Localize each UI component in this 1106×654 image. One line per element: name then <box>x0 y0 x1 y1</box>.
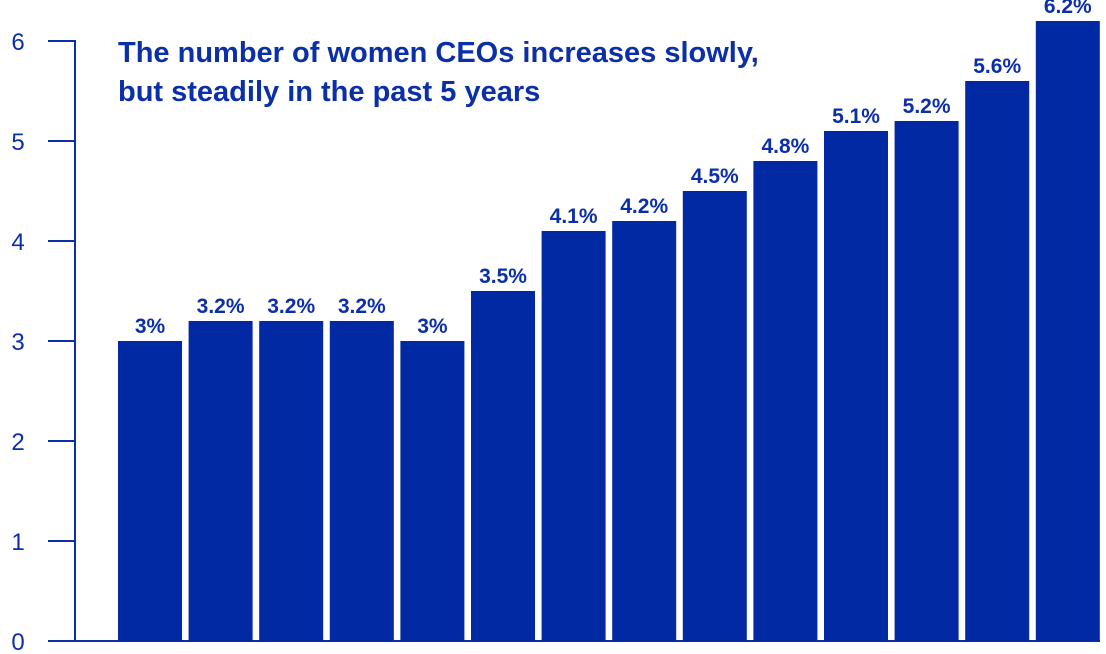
data-label: 4.1% <box>550 205 598 228</box>
bar <box>1035 21 1100 641</box>
data-label: 3.2% <box>197 295 245 318</box>
bars <box>118 21 1100 641</box>
bar <box>824 131 888 641</box>
chart-title-line-2: but steadily in the past 5 years <box>118 76 540 108</box>
y-tick-label: 0 <box>11 629 24 654</box>
data-label: 3.5% <box>479 265 527 288</box>
y-tick-label: 3 <box>11 329 24 356</box>
data-label: 3.2% <box>338 295 386 318</box>
data-label: 3% <box>417 315 448 338</box>
y-tick-label: 4 <box>11 229 24 256</box>
data-label: 4.8% <box>761 135 809 158</box>
data-label: 4.5% <box>691 165 739 188</box>
bar <box>612 221 677 641</box>
data-label: 4.2% <box>620 195 668 218</box>
bar <box>894 121 959 641</box>
data-label: 3% <box>135 315 166 338</box>
bar <box>329 321 394 641</box>
y-tick-label: 2 <box>11 429 24 456</box>
bar <box>400 341 465 641</box>
bar <box>188 321 253 641</box>
data-label: 5.6% <box>973 55 1021 78</box>
y-tick-label: 6 <box>11 29 24 56</box>
data-label: 6.2% <box>1044 0 1092 18</box>
data-labels: 3% 3.2% 3.2% 3.2% 3% 3.5% 4.1% 4.2% 4.5% 4.8% 5.1%… <box>135 0 1092 338</box>
bar <box>541 231 606 641</box>
bar <box>965 81 1030 641</box>
bar <box>682 191 747 641</box>
chart-title-line-1: The number of women CEOs increases slowl… <box>118 37 759 69</box>
bar <box>753 161 818 641</box>
data-label: 5.1% <box>832 105 880 128</box>
bar <box>259 321 324 641</box>
y-tick-label: 5 <box>11 129 24 156</box>
data-label: 5.2% <box>903 95 951 118</box>
y-tick-label: 1 <box>11 529 24 556</box>
bar <box>118 341 182 641</box>
data-label: 3.2% <box>267 295 315 318</box>
bar <box>471 291 535 641</box>
